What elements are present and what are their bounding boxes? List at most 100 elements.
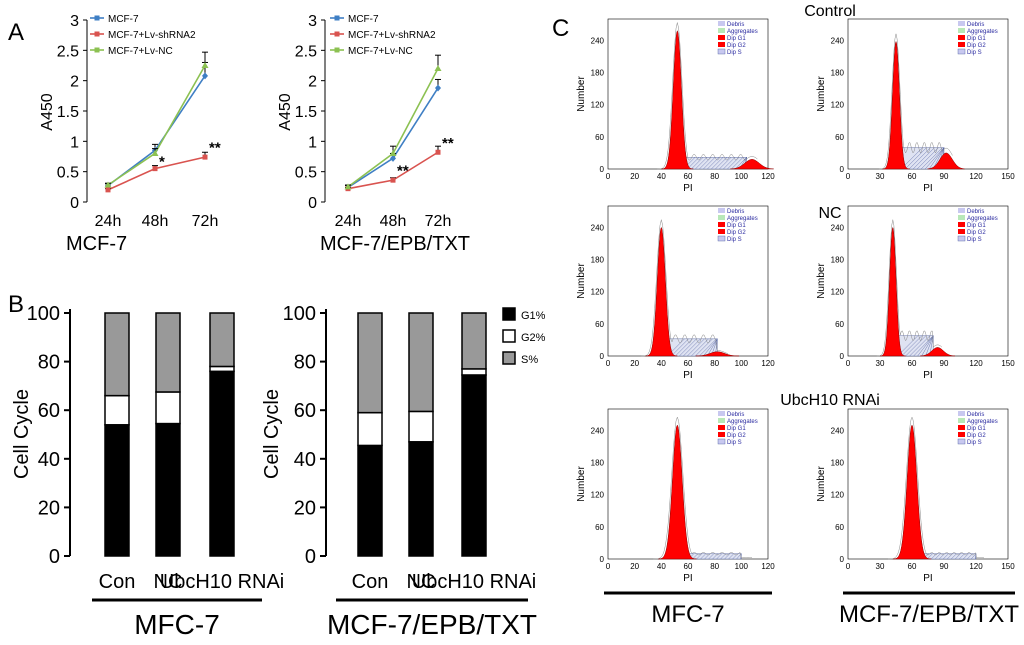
x-tick-label: 48h bbox=[380, 213, 407, 230]
y-tick-label: 60 bbox=[835, 320, 844, 329]
y-tick-label: 1 bbox=[70, 134, 79, 151]
x-tick-label: 60 bbox=[684, 562, 693, 571]
x-tick-label: 90 bbox=[940, 172, 949, 181]
bar-segment bbox=[155, 391, 181, 425]
s-phase-hatch bbox=[675, 338, 693, 357]
g1-peak bbox=[645, 226, 678, 357]
x-tick-label: 30 bbox=[876, 172, 885, 181]
y-tick-label: 0 bbox=[305, 546, 316, 568]
y-tick-label: 3 bbox=[308, 13, 317, 30]
legend-label: MCF-7+Lv-NC bbox=[108, 46, 173, 57]
y-tick-label: 20 bbox=[38, 497, 60, 519]
y-tick-label: 0 bbox=[600, 352, 605, 361]
bar-segment bbox=[461, 368, 487, 376]
data-point bbox=[104, 181, 112, 188]
x-tick-label: UbcH10 RNAi bbox=[412, 571, 536, 593]
legend-swatch bbox=[718, 35, 725, 40]
data-point bbox=[435, 149, 441, 155]
data-point bbox=[390, 177, 396, 183]
x-tick-label: UbcH10 RNAi bbox=[160, 571, 284, 593]
data-point bbox=[202, 154, 208, 160]
g2-peak bbox=[920, 347, 956, 357]
y-tick-label: 0.5 bbox=[295, 165, 317, 182]
y-tick-label: 60 bbox=[835, 523, 844, 532]
data-point bbox=[389, 149, 397, 156]
panel-label-a: A bbox=[8, 19, 24, 46]
line-chart-mcf7: 0 0.5 1 1.5 2 2.5 3 24h 48h 72h A450 MCF-7 MCF-7 MCF-… bbox=[39, 13, 221, 255]
y-axis-label: Number bbox=[576, 76, 587, 112]
x-tick-label: 80 bbox=[710, 359, 719, 368]
y-tick-label: 0 bbox=[840, 555, 845, 564]
y-tick-label: 40 bbox=[38, 449, 60, 471]
legend-marker bbox=[94, 15, 100, 21]
x-tick-label: NC bbox=[154, 571, 183, 593]
data-point bbox=[202, 72, 208, 80]
g2-peak bbox=[730, 159, 774, 170]
s-phase-hatch bbox=[905, 335, 927, 357]
s-phase-hatch bbox=[901, 335, 923, 357]
s-phase-hatch bbox=[912, 147, 935, 170]
s-phase-hatch bbox=[917, 335, 934, 357]
bar-segment bbox=[209, 370, 235, 557]
legend-label: Debris bbox=[727, 22, 744, 28]
s-phase-hatch bbox=[703, 157, 716, 170]
x-tick-label: 0 bbox=[846, 359, 851, 368]
data-point bbox=[151, 149, 159, 156]
x-tick-label: 100 bbox=[735, 172, 749, 181]
y-tick-label: 120 bbox=[591, 101, 605, 110]
legend-label: Dip G1 bbox=[727, 426, 746, 432]
y-tick-label: 2.5 bbox=[57, 43, 79, 60]
data-point bbox=[344, 183, 352, 190]
data-point bbox=[434, 65, 442, 72]
x-tick-label: 24h bbox=[335, 213, 362, 230]
x-tick-label: 90 bbox=[940, 562, 949, 571]
s-phase-hatch bbox=[731, 157, 744, 170]
s-phase-hatch bbox=[943, 553, 949, 560]
x-tick-label: 150 bbox=[1001, 172, 1015, 181]
x-tick-label: 80 bbox=[710, 562, 719, 571]
legend-swatch bbox=[718, 215, 725, 220]
s-phase-hatch bbox=[728, 553, 735, 560]
y-tick-label: 60 bbox=[595, 523, 604, 532]
legend-swatch bbox=[958, 411, 965, 416]
y-tick-label: 240 bbox=[831, 223, 845, 232]
s-phase-hatch bbox=[935, 553, 941, 560]
s-phase-hatch bbox=[696, 553, 703, 560]
legend-label: Dip G1 bbox=[727, 223, 746, 229]
legend-swatch bbox=[718, 418, 725, 423]
data-point bbox=[390, 154, 396, 162]
bar-segment bbox=[104, 394, 130, 426]
legend-swatch bbox=[718, 222, 725, 227]
legend-swatch bbox=[958, 42, 965, 47]
s-phase-hatch bbox=[913, 335, 934, 357]
s-phase-hatch bbox=[707, 338, 718, 357]
legend-label: S% bbox=[521, 354, 538, 366]
y-tick-label: 240 bbox=[831, 36, 845, 45]
legend-swatch bbox=[717, 48, 726, 55]
legend-swatch bbox=[718, 229, 725, 234]
s-phase-hatch bbox=[927, 553, 933, 560]
legend-label: G2% bbox=[521, 332, 546, 344]
y-tick-label: 180 bbox=[591, 459, 605, 468]
legend-marker bbox=[334, 47, 340, 53]
g1-peak bbox=[892, 424, 932, 560]
s-phase-hatch bbox=[687, 338, 705, 357]
x-tick-label: 60 bbox=[684, 359, 693, 368]
legend-label: MCF-7 bbox=[108, 14, 139, 25]
y-tick-label: 120 bbox=[591, 288, 605, 297]
s-phase-hatch bbox=[931, 553, 937, 560]
row-title: UbcH10 RNAi bbox=[780, 392, 880, 409]
x-tick-label: 30 bbox=[876, 359, 885, 368]
s-phase-hatch bbox=[695, 338, 713, 357]
legend-marker bbox=[94, 47, 100, 53]
legend-swatch bbox=[502, 329, 516, 343]
data-point bbox=[435, 84, 441, 92]
g1-peak bbox=[882, 40, 910, 170]
y-tick-label: 0 bbox=[840, 165, 845, 174]
legend-swatch bbox=[958, 425, 965, 430]
legend-label: Dip S bbox=[967, 237, 982, 243]
s-phase-hatch bbox=[720, 553, 727, 560]
data-point bbox=[105, 187, 111, 193]
y-tick-label: 3 bbox=[70, 13, 79, 30]
